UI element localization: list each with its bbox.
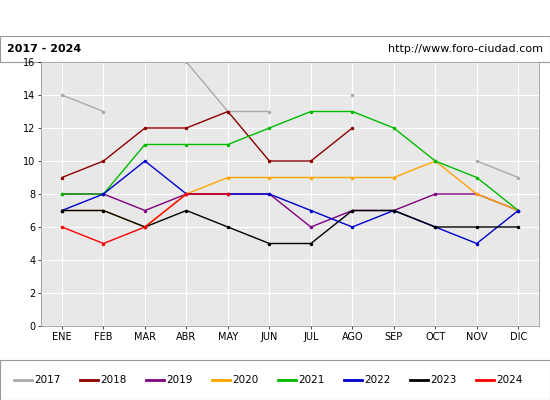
Text: 2022: 2022	[364, 375, 390, 385]
Text: 2017: 2017	[34, 375, 60, 385]
Text: http://www.foro-ciudad.com: http://www.foro-ciudad.com	[388, 44, 543, 54]
Text: 2017 - 2024: 2017 - 2024	[7, 44, 81, 54]
Text: 2018: 2018	[100, 375, 126, 385]
Text: 2021: 2021	[298, 375, 324, 385]
Text: Evolucion del paro registrado en Tordillos: Evolucion del paro registrado en Tordill…	[97, 10, 453, 26]
Text: 2020: 2020	[232, 375, 258, 385]
Text: 2023: 2023	[430, 375, 456, 385]
Text: 2019: 2019	[166, 375, 192, 385]
Text: 2024: 2024	[496, 375, 522, 385]
